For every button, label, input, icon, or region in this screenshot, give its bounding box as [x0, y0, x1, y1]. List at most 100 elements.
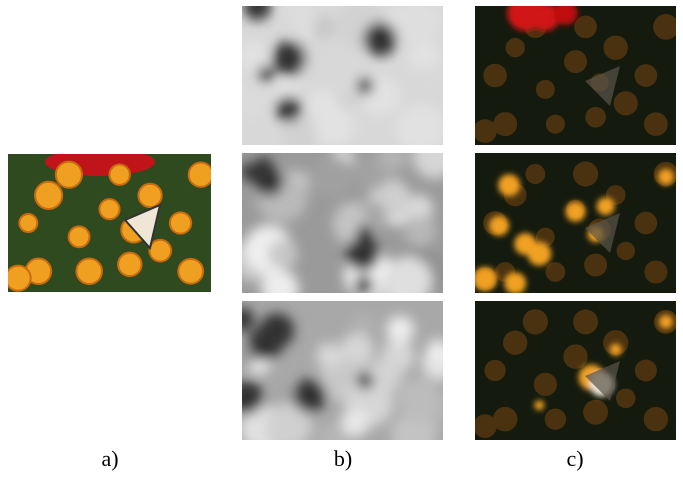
- map-dark: [354, 275, 374, 295]
- dim-flower: [634, 64, 657, 87]
- map-dark: [293, 379, 327, 413]
- map-spot: [357, 373, 373, 389]
- dim-flower: [523, 309, 548, 334]
- flower: [35, 182, 62, 209]
- map-dark: [229, 380, 263, 414]
- map-blob: [363, 202, 385, 224]
- highlight-blob: [534, 400, 544, 410]
- dim-flower: [503, 331, 527, 355]
- dim-flower: [505, 38, 524, 57]
- dim-flower: [644, 112, 668, 136]
- map-blob: [405, 216, 436, 247]
- map-spot: [357, 78, 373, 94]
- dim-flower: [616, 389, 636, 409]
- dim-flower: [473, 414, 497, 438]
- map-blob: [415, 65, 440, 90]
- map-blob: [313, 16, 335, 38]
- dim-flower: [635, 212, 658, 235]
- highlight-blob: [659, 315, 673, 329]
- dim-flower: [644, 260, 667, 283]
- page: a) b) c) (() => { const data = JSON.pars…: [0, 0, 683, 483]
- map-dark: [259, 313, 294, 348]
- map-blob: [395, 0, 441, 45]
- masked-image: [473, 0, 679, 145]
- dim-flower: [545, 408, 566, 429]
- flower: [109, 164, 129, 184]
- dim-flower: [473, 119, 497, 143]
- map-blob: [383, 257, 432, 306]
- highlight-blob: [498, 174, 520, 196]
- map-dark: [230, 307, 254, 331]
- dim-flower: [534, 373, 557, 396]
- saliency-map: [235, 0, 445, 155]
- highlight-blob: [489, 216, 509, 236]
- label-b: b): [334, 446, 352, 471]
- highlight-blob: [473, 267, 497, 291]
- dim-flower: [585, 107, 606, 128]
- map-blob: [341, 408, 370, 437]
- map-dark: [276, 96, 302, 122]
- map-dark: [258, 66, 274, 82]
- map-blob: [235, 84, 270, 119]
- highlight-blob: [566, 202, 586, 222]
- dim-flower: [583, 400, 608, 425]
- dim-flower: [525, 164, 545, 184]
- flower: [99, 199, 119, 219]
- highlight-blob: [527, 242, 551, 266]
- flower: [149, 240, 171, 262]
- map-blob: [396, 105, 445, 154]
- flower: [56, 162, 82, 188]
- map-spot: [357, 225, 373, 241]
- map-blob: [386, 316, 414, 344]
- masked-image: [473, 301, 678, 440]
- highlight-blob: [658, 169, 674, 185]
- map-blob: [427, 339, 450, 362]
- dim-flower: [584, 254, 607, 277]
- dim-flower: [484, 360, 505, 381]
- flower: [76, 259, 102, 285]
- highlight-blob: [553, 1, 577, 25]
- highlight-blob: [610, 344, 622, 356]
- dim-flower: [574, 15, 597, 38]
- map-dark: [254, 167, 283, 196]
- highlight-blob: [504, 272, 526, 294]
- flower: [118, 253, 141, 276]
- flower: [6, 266, 31, 291]
- dim-flower: [536, 80, 555, 99]
- map-dark: [363, 22, 397, 56]
- saliency-map: [229, 301, 458, 458]
- photo: [6, 148, 213, 292]
- label-c: c): [566, 446, 583, 471]
- label-a: a): [101, 446, 118, 471]
- dim-flower: [573, 161, 598, 186]
- dim-flower: [644, 407, 668, 431]
- dim-flower: [635, 359, 657, 381]
- map-blob: [368, 358, 402, 392]
- map-blob: [378, 142, 408, 172]
- map-blob: [352, 313, 374, 335]
- flower: [138, 184, 161, 207]
- figure: a) b) c): [0, 0, 683, 478]
- map-dark: [346, 237, 380, 271]
- flower: [189, 163, 213, 187]
- dim-flower: [564, 50, 587, 73]
- dim-flower: [614, 91, 638, 115]
- dim-flower: [573, 309, 598, 334]
- flower: [178, 259, 203, 284]
- flower: [69, 226, 90, 247]
- highlight-blob: [597, 197, 615, 215]
- map-blob: [316, 343, 342, 369]
- map-blob: [311, 156, 352, 197]
- dim-flower: [653, 14, 679, 40]
- map-blob: [308, 90, 336, 118]
- saliency-map: [231, 134, 457, 307]
- images: [6, 0, 679, 458]
- flower: [170, 212, 191, 233]
- flower: [19, 214, 37, 232]
- dim-flower: [546, 115, 565, 134]
- masked-image: [473, 153, 678, 294]
- dim-flower: [563, 344, 587, 368]
- dim-flower: [483, 64, 507, 88]
- map-blob: [268, 240, 297, 269]
- map-blob: [398, 378, 442, 422]
